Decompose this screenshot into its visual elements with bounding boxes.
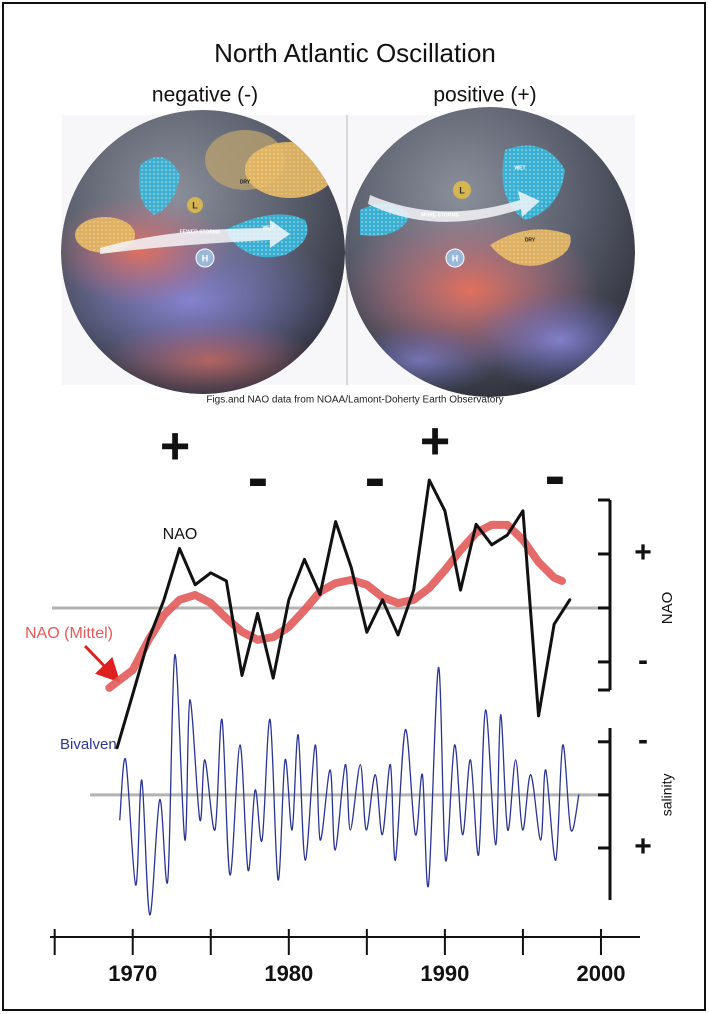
map-label: DRY [240,179,251,185]
map-label: L [459,185,465,195]
pointer-arrow [83,644,121,683]
caption: Figs.and NAO data from NOAA/Lamont-Doher… [206,395,503,406]
globe-positive [345,107,635,397]
series-label: NAO (Mittel) [25,625,113,642]
phase-annotation: + [160,418,190,476]
series-label: NAO [163,526,198,543]
y-tick-label: - [638,644,648,677]
figure-title: North Atlantic Oscillation [214,38,496,68]
chart: 1970 1980 1990 2000+-NAO-+salinity+ - -+ -NAO … [25,413,676,986]
map-label: MORE STORMS [421,212,459,218]
x-tick-label: 2000 [577,961,626,986]
phase-annotation: - [248,443,269,512]
map-label: H [202,253,209,263]
map-label: H [452,253,459,263]
y2-tick-label: - [638,724,648,757]
series-line [115,478,572,750]
map-label: WET [262,225,273,231]
series-line [119,654,580,916]
map-label: DRY [525,237,536,243]
series-label: Bivalven [60,736,117,753]
map-label: L [192,200,198,210]
y2-tick-label: + [634,830,652,863]
y-axis-label: NAO [659,592,676,625]
panel-label: positive (+) [433,84,536,107]
x-tick-label: 1990 [420,961,469,986]
panel-label: negative (-) [152,84,258,107]
map-label: WET [514,165,525,171]
x-tick-label: 1970 [108,961,157,986]
phase-annotation: - [365,443,386,512]
series-line [105,520,566,692]
y-tick-label: + [634,536,652,569]
x-tick-label: 1980 [264,961,313,986]
globe-negative [61,110,345,394]
map-label: FEWER STORMS [180,229,221,235]
phase-annotation: + [420,413,450,471]
y2-axis-label: salinity [659,773,675,816]
phase-annotation: - [545,441,566,510]
